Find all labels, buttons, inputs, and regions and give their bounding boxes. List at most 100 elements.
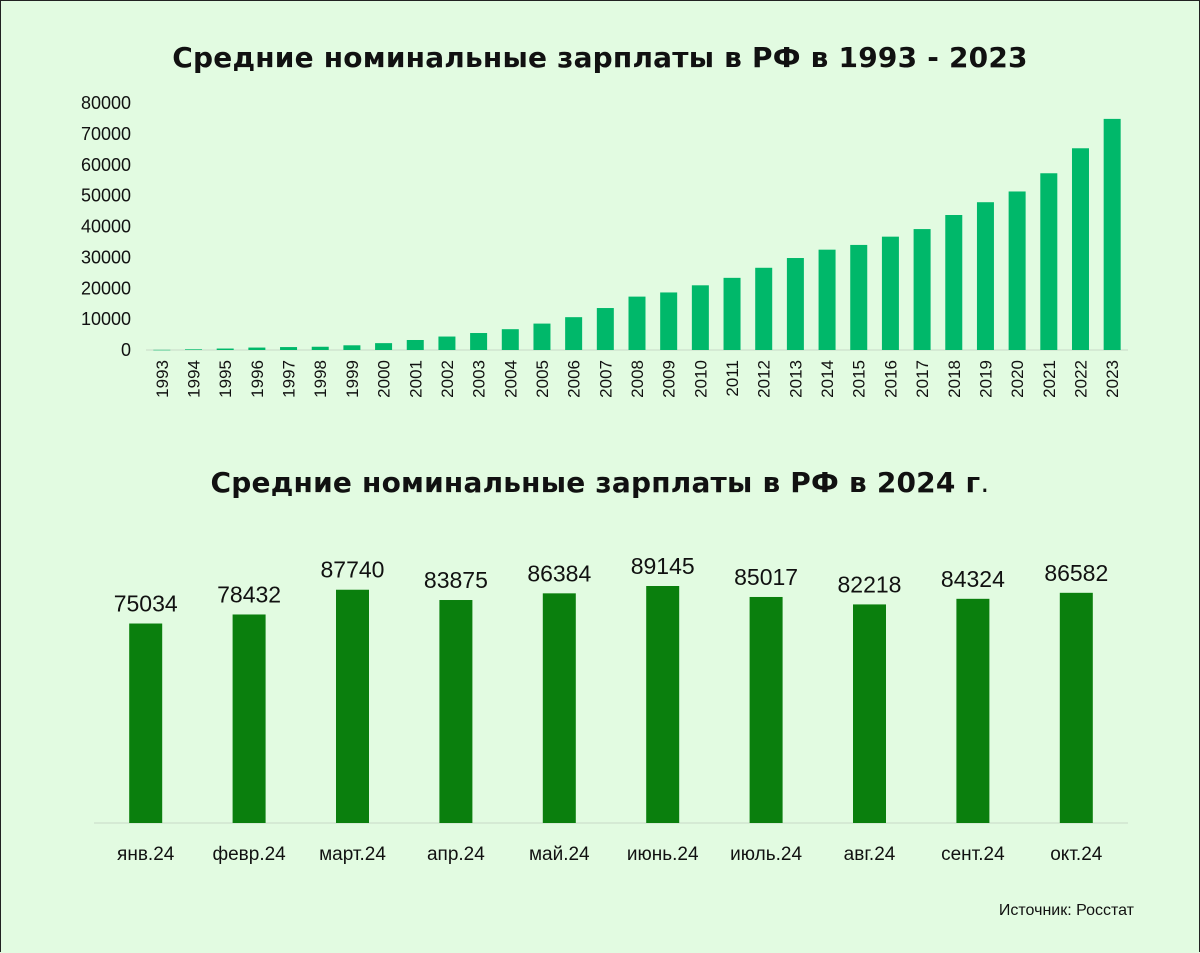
x-tick-label: май.24 bbox=[529, 844, 590, 865]
bar-2020 bbox=[1008, 191, 1026, 350]
bar-2019 bbox=[976, 202, 994, 350]
bar-сент.24 bbox=[956, 598, 990, 823]
x-tick-label: 1997 bbox=[280, 360, 299, 398]
bar-2011 bbox=[723, 277, 741, 350]
x-tick-label: 2008 bbox=[628, 360, 647, 398]
x-tick-label: янв.24 bbox=[117, 844, 175, 865]
y-tick-label: 50000 bbox=[81, 186, 131, 206]
x-tick-label: 2006 bbox=[565, 360, 584, 398]
bar-февр.24 bbox=[232, 614, 266, 823]
year-labels: 1993 1994 1995 1996 1997 1998 1999 2000 2001 2002… bbox=[153, 360, 1122, 398]
x-tick-label: 2022 bbox=[1071, 360, 1090, 398]
data-label: 87740 bbox=[321, 557, 385, 583]
x-tick-label: сент.24 bbox=[941, 844, 1005, 865]
y-axis-ticks: 0 10000 20000 30000 40000 50000 60000 70000 8000… bbox=[81, 93, 131, 360]
data-label: 83875 bbox=[424, 567, 488, 593]
bar-1995 bbox=[216, 348, 234, 350]
y-tick-label: 30000 bbox=[81, 247, 131, 267]
x-tick-label: 1998 bbox=[311, 360, 330, 398]
y-tick-label: 70000 bbox=[81, 124, 131, 144]
x-tick-label: 1999 bbox=[343, 360, 362, 398]
x-tick-label: 2004 bbox=[501, 360, 520, 398]
x-tick-label: 2014 bbox=[818, 360, 837, 398]
y-tick-label: 0 bbox=[121, 340, 131, 360]
bar-2006 bbox=[565, 317, 583, 350]
x-tick-label: 2012 bbox=[755, 360, 774, 398]
yearly-bars bbox=[153, 118, 1121, 351]
bar-окт.24 bbox=[1059, 592, 1093, 823]
bar-2009 bbox=[660, 292, 678, 350]
x-tick-label: 1993 bbox=[153, 360, 172, 398]
x-tick-label: 2009 bbox=[660, 360, 679, 398]
bar-2013 bbox=[786, 258, 804, 350]
y-tick-label: 40000 bbox=[81, 217, 131, 237]
bar-1999 bbox=[343, 345, 361, 350]
data-label: 85017 bbox=[734, 564, 798, 590]
y-tick-label: 20000 bbox=[81, 278, 131, 298]
bar-2004 bbox=[501, 329, 519, 350]
data-label: 82218 bbox=[838, 571, 902, 597]
x-tick-label: 2003 bbox=[470, 360, 489, 398]
yearly-wage-chart: 0 10000 20000 30000 40000 50000 60000 70000 8000… bbox=[81, 93, 1128, 398]
x-tick-label: 2000 bbox=[375, 360, 394, 398]
data-label: 86582 bbox=[1044, 560, 1108, 586]
x-tick-label: 2013 bbox=[786, 360, 805, 398]
x-tick-label: 2002 bbox=[438, 360, 457, 398]
bar-2007 bbox=[596, 308, 614, 350]
chart-title-monthly-text: Средние номинальные зарплаты в РФ в 2024… bbox=[210, 466, 981, 499]
bar-2015 bbox=[850, 244, 868, 350]
y-tick-label: 80000 bbox=[81, 93, 131, 113]
x-tick-label: 1995 bbox=[216, 360, 235, 398]
monthly-value-labels: 75034 78432 87740 83875 86384 89145 85017 82218… bbox=[114, 553, 1109, 617]
chart-title-yearly: Средние номинальные зарплаты в РФ в 1993… bbox=[172, 41, 1028, 74]
data-label: 84324 bbox=[941, 566, 1005, 592]
bar-2014 bbox=[818, 249, 836, 350]
bar-2012 bbox=[755, 267, 773, 350]
bar-1998 bbox=[311, 346, 329, 350]
bar-2000 bbox=[375, 343, 393, 350]
data-label: 86384 bbox=[527, 560, 591, 586]
bar-2003 bbox=[470, 333, 488, 350]
x-tick-label: 2011 bbox=[723, 360, 742, 397]
x-tick-label: окт.24 bbox=[1050, 844, 1103, 865]
x-tick-label: 1996 bbox=[248, 360, 267, 398]
x-tick-label: 2020 bbox=[1008, 360, 1027, 398]
x-tick-label: 2010 bbox=[691, 360, 710, 398]
x-tick-label: июль.24 bbox=[730, 844, 802, 865]
x-tick-label: июнь.24 bbox=[627, 844, 699, 865]
bar-2022 bbox=[1071, 148, 1089, 350]
bar-1996 bbox=[248, 347, 266, 350]
x-tick-label: 2015 bbox=[850, 360, 869, 398]
chart-title-monthly: Средние номинальные зарплаты в РФ в 2024… bbox=[0, 466, 1200, 499]
bar-2021 bbox=[1040, 173, 1058, 350]
bar-1993 bbox=[153, 349, 171, 351]
x-tick-label: 2017 bbox=[913, 360, 932, 398]
bar-июль.24 bbox=[749, 596, 783, 823]
chart-title-monthly-period: . bbox=[980, 466, 990, 499]
x-tick-label: 2007 bbox=[596, 360, 615, 398]
x-tick-label: 2018 bbox=[945, 360, 964, 398]
y-tick-label: 10000 bbox=[81, 309, 131, 329]
bar-июнь.24 bbox=[646, 586, 680, 823]
x-tick-label: 2019 bbox=[976, 360, 995, 398]
bar-2008 bbox=[628, 296, 646, 350]
x-tick-label: март.24 bbox=[319, 844, 386, 865]
monthly-wage-chart: 75034 78432 87740 83875 86384 89145 85017 82218… bbox=[94, 553, 1128, 865]
month-labels: янв.24 февр.24 март.24 апр.24 май.24 июнь.24 и… bbox=[117, 844, 1103, 865]
bar-2023 bbox=[1103, 118, 1121, 350]
x-tick-label: апр.24 bbox=[427, 844, 485, 865]
x-tick-label: 2005 bbox=[533, 360, 552, 398]
x-tick-label: 2021 bbox=[1040, 360, 1059, 398]
monthly-bars bbox=[129, 586, 1093, 823]
data-label: 78432 bbox=[217, 581, 281, 607]
bar-май.24 bbox=[542, 593, 576, 823]
x-tick-label: 1994 bbox=[185, 360, 204, 398]
bar-2005 bbox=[533, 323, 551, 350]
bar-2001 bbox=[406, 339, 424, 350]
bar-1997 bbox=[280, 347, 298, 350]
bar-авг.24 bbox=[853, 604, 886, 823]
bar-2017 bbox=[913, 229, 931, 350]
data-label: 89145 bbox=[631, 553, 695, 579]
x-tick-label: 2001 bbox=[406, 360, 425, 398]
bar-март.24 bbox=[336, 589, 369, 823]
